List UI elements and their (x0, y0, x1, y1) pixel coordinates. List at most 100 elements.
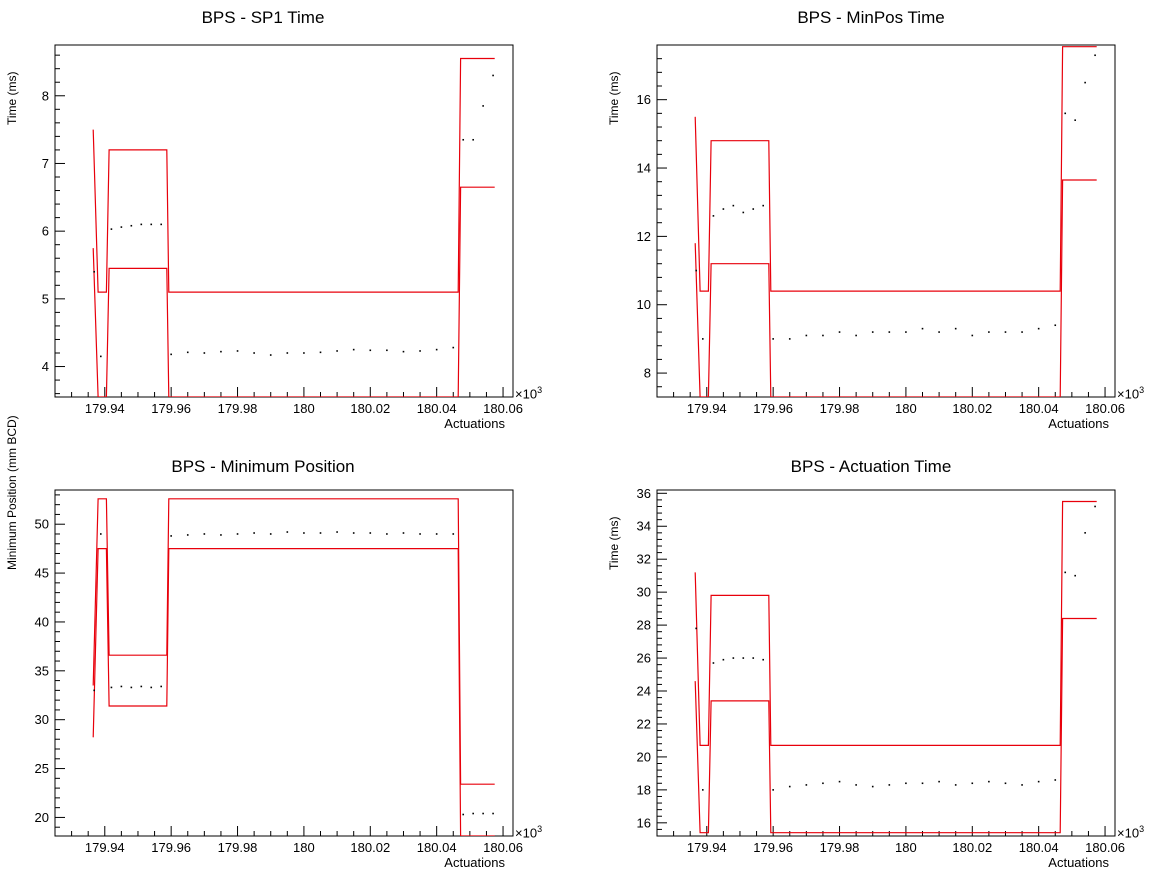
chart-panel-minpos-time: BPS - MinPos Time 179.94 179.96 179.98 180 18… (575, 0, 1151, 440)
y-tick-label: 20 (637, 749, 651, 764)
chart-panel-minimum-position: BPS - Minimum Position 179.94 179.96 179.98… (0, 415, 575, 879)
x-tick-label: 179.94 (85, 840, 125, 855)
data-point (1037, 327, 1040, 330)
y-tick-label: 28 (637, 618, 651, 633)
x-tick-label: 179.94 (687, 840, 727, 855)
data-point (1037, 780, 1040, 783)
x-tick-label: 180.02 (952, 401, 992, 416)
data-point (352, 348, 355, 351)
data-point (1094, 54, 1096, 57)
data-point (253, 532, 255, 534)
data-point (303, 532, 305, 534)
y-tick-label: 26 (637, 651, 651, 666)
data-point (336, 531, 338, 533)
upper-limit-line (92, 498, 495, 785)
data-point (120, 685, 123, 688)
y-tick-label: 5 (42, 291, 49, 306)
data-point (695, 627, 697, 630)
y-tick-label: 30 (637, 585, 651, 600)
data-point (1084, 81, 1086, 84)
chart-svg: 179.94 179.96 179.98 180 180.02 180.04 180.06 1… (637, 486, 1125, 855)
data-point (1021, 331, 1023, 333)
x-tick-label: 180.04 (1019, 840, 1059, 855)
data-point (822, 782, 824, 785)
x-axis-label: Actuations (1048, 855, 1109, 870)
y-tick-label: 12 (637, 229, 651, 244)
data-point (838, 780, 841, 783)
data-point (805, 784, 808, 786)
data-point (762, 204, 765, 207)
data-point (100, 533, 102, 535)
plot-frame (54, 44, 514, 398)
data-point (971, 334, 974, 337)
data-point (954, 784, 957, 786)
data-point (1084, 532, 1086, 534)
y-tick-label: 35 (35, 663, 49, 678)
lower-limit-line (92, 547, 495, 836)
data-point (319, 532, 322, 534)
data-point (1074, 119, 1076, 121)
y-tick-label: 30 (35, 712, 49, 727)
data-point (220, 350, 222, 353)
data-point (921, 327, 924, 330)
data-point (352, 532, 355, 534)
data-point (788, 338, 791, 340)
data-point (462, 138, 465, 141)
x-axis-multiplier: ×103 (1117, 824, 1144, 840)
data-point (1074, 574, 1076, 577)
data-point (772, 789, 774, 791)
data-point (472, 812, 474, 815)
data-point (855, 334, 857, 337)
data-point (319, 351, 322, 354)
data-point (203, 352, 206, 354)
y-tick-label: 32 (637, 552, 651, 567)
chart-svg: 179.94 179.96 179.98 180 180.02 180.04 180.06 2… (35, 489, 523, 855)
x-axis-label: Actuations (1048, 416, 1109, 431)
data-point (220, 534, 222, 536)
lower-limit-line (92, 186, 495, 397)
data-point (822, 334, 824, 337)
x-axis-multiplier: ×103 (1117, 385, 1144, 401)
chart-svg: 179.94 179.96 179.98 180 180.02 180.04 180.06 8… (637, 44, 1125, 416)
data-point (435, 348, 438, 351)
data-point (186, 534, 189, 536)
x-tick-label: 180.06 (1085, 401, 1125, 416)
plot-frame (656, 44, 1116, 398)
data-point (712, 215, 715, 217)
chart-title: BPS - MinPos Time (797, 8, 945, 27)
data-point (742, 657, 745, 659)
data-point (752, 208, 755, 210)
x-tick-label: 180 (895, 401, 917, 416)
y-axis-label: Minimum Position (mm BCD) (5, 415, 19, 570)
data-point (150, 223, 153, 226)
data-point (732, 657, 735, 659)
data-point (369, 349, 372, 352)
data-point (921, 782, 924, 785)
x-tick-label: 180 (293, 840, 315, 855)
data-point (452, 533, 455, 535)
data-point (888, 331, 891, 333)
plot-frame (656, 489, 1116, 837)
data-point (971, 782, 974, 785)
x-tick-label: 179.96 (753, 401, 793, 416)
data-point (722, 658, 725, 661)
data-point (93, 689, 95, 692)
y-tick-label: 40 (35, 614, 49, 629)
data-point (269, 354, 272, 356)
data-point (702, 338, 704, 340)
x-multiplier-exponent: 3 (1139, 824, 1145, 834)
x-multiplier-exponent: 3 (1139, 385, 1145, 395)
data-point (435, 533, 438, 535)
data-point (140, 223, 143, 226)
data-point (742, 211, 745, 214)
data-point (140, 685, 143, 688)
y-tick-label: 34 (637, 519, 651, 534)
y-tick-label: 22 (637, 716, 651, 731)
y-axis-label: Time (ms) (5, 71, 19, 125)
data-point (120, 226, 123, 228)
x-tick-label: 180.04 (1019, 401, 1059, 416)
upper-limit-line (694, 500, 1097, 746)
data-point (722, 208, 725, 210)
data-point (452, 346, 455, 349)
y-tick-label: 45 (35, 566, 49, 581)
